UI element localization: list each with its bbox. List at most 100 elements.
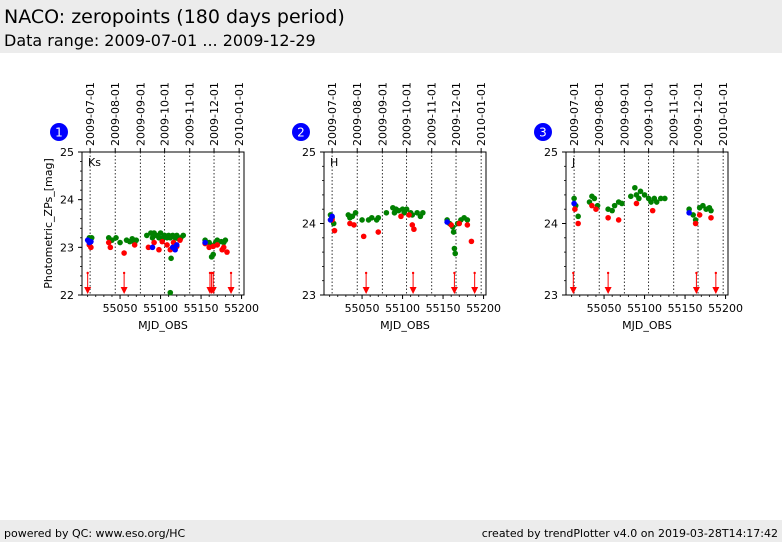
lower-limit-arrow-tail	[695, 271, 698, 275]
date-tick-label: 2009-09-01	[376, 82, 389, 146]
date-tick-label: 2009-12-01	[692, 82, 705, 146]
x-axis-label: MJD_OBS	[622, 319, 672, 332]
panel-filter-label: J	[571, 156, 575, 169]
y-tick-label: 25	[544, 146, 558, 159]
data-point-red	[464, 222, 471, 228]
data-point-blue	[88, 238, 94, 245]
data-point-blue	[571, 200, 577, 207]
data-point-green	[117, 239, 123, 246]
lower-limit-arrow-head	[450, 287, 458, 294]
data-point-green	[451, 245, 458, 252]
x-tick-label: 55050	[345, 302, 380, 315]
data-point-red	[177, 237, 183, 243]
data-point-red	[448, 222, 454, 228]
data-point-blue	[686, 209, 692, 216]
date-tick-label: 2009-07-01	[84, 82, 97, 146]
x-tick-label: 55200	[224, 302, 259, 315]
lower-limit-arrow-tail	[473, 271, 476, 275]
data-point-green	[144, 232, 150, 239]
x-axis-label: MJD_OBS	[138, 319, 188, 332]
data-point-red	[575, 220, 581, 227]
plot-frame	[81, 151, 245, 296]
lower-limit-arrow-tail	[606, 271, 610, 275]
footer-created-by: created by trendPlotter v4.0 on 2019-03-…	[481, 527, 778, 540]
lower-limit-arrow-tail	[229, 271, 233, 275]
date-tick-label: 2010-01-01	[233, 82, 246, 146]
x-tick-label: 55050	[587, 302, 622, 315]
data-point-green	[657, 195, 664, 202]
data-point-blue	[444, 219, 450, 225]
date-tick-label: 2009-09-01	[134, 82, 147, 146]
y-tick-label: 23	[544, 289, 558, 302]
data-point-red	[164, 242, 170, 248]
data-point-red	[105, 239, 112, 246]
lower-limit-arrow-tail	[572, 271, 575, 275]
data-point-green	[222, 237, 229, 243]
data-point-green	[708, 207, 714, 214]
data-point-red	[696, 212, 703, 218]
x-tick-label: 55200	[466, 302, 501, 315]
data-point-green	[368, 214, 375, 221]
data-point-red	[121, 250, 127, 256]
x-tick-label: 55100	[385, 302, 420, 315]
lower-limit-arrow-head	[362, 287, 370, 294]
y-axis-label: Photometric_ZPs_[mag]	[42, 158, 55, 289]
data-point-green	[375, 214, 382, 221]
data-point-red	[151, 239, 157, 246]
data-point-red	[360, 233, 367, 240]
x-tick-label: 55050	[103, 302, 138, 315]
data-point-green	[167, 289, 174, 296]
lower-limit-arrow-head	[712, 287, 720, 294]
data-point-red	[159, 238, 165, 245]
date-tick-label: 2009-12-01	[450, 82, 463, 146]
data-point-green	[156, 235, 162, 241]
data-point-red	[331, 227, 338, 234]
data-point-green	[653, 199, 660, 205]
data-point-green	[157, 230, 164, 236]
x-tick-label: 55150	[426, 302, 461, 315]
lower-limit-arrow-head	[209, 287, 217, 294]
date-tick-label: 2009-08-01	[593, 82, 606, 146]
date-tick-label: 2009-12-01	[208, 82, 221, 146]
x-tick-label: 55100	[627, 302, 662, 315]
data-point-blue	[172, 246, 178, 253]
data-point-red	[411, 226, 417, 233]
y-tick-label: 25	[302, 146, 316, 159]
lower-limit-arrow-head	[409, 287, 417, 294]
data-point-red	[156, 246, 162, 253]
lower-limit-arrow-tail	[411, 271, 415, 275]
data-point-red	[406, 212, 412, 218]
data-point-green	[113, 235, 119, 241]
data-point-green	[662, 195, 668, 202]
date-tick-label: 2009-08-01	[351, 82, 364, 146]
data-point-red	[351, 222, 357, 228]
x-tick-label: 55150	[668, 302, 703, 315]
lower-limit-arrow-tail	[86, 271, 89, 275]
data-point-green	[133, 237, 140, 243]
panel-number-label: 3	[539, 126, 547, 140]
lower-limit-arrow-tail	[122, 271, 126, 275]
data-point-green	[349, 213, 356, 220]
plot-frame	[565, 151, 729, 296]
data-point-red	[224, 249, 230, 255]
data-point-red	[88, 244, 94, 251]
footer-bar: powered by QC: www.eso.org/HC created by…	[0, 520, 782, 542]
y-tick-label: 25	[60, 146, 74, 159]
data-point-red	[131, 242, 138, 248]
panel-number-label: 2	[297, 126, 305, 140]
data-point-green	[632, 184, 638, 191]
data-point-green	[648, 199, 654, 205]
data-point-green	[359, 217, 365, 223]
data-point-green	[637, 188, 644, 195]
panel-number-badge	[292, 123, 310, 141]
y-tick-label: 23	[302, 289, 316, 302]
data-point-red	[572, 206, 578, 212]
page-title: NACO: zeropoints (180 days period)	[4, 6, 345, 28]
data-point-green	[575, 213, 581, 220]
data-point-red	[145, 244, 152, 251]
date-tick-label: 2009-11-01	[426, 82, 439, 146]
data-point-green	[149, 235, 156, 241]
y-tick-label: 22	[60, 289, 74, 302]
data-point-green	[414, 209, 420, 216]
